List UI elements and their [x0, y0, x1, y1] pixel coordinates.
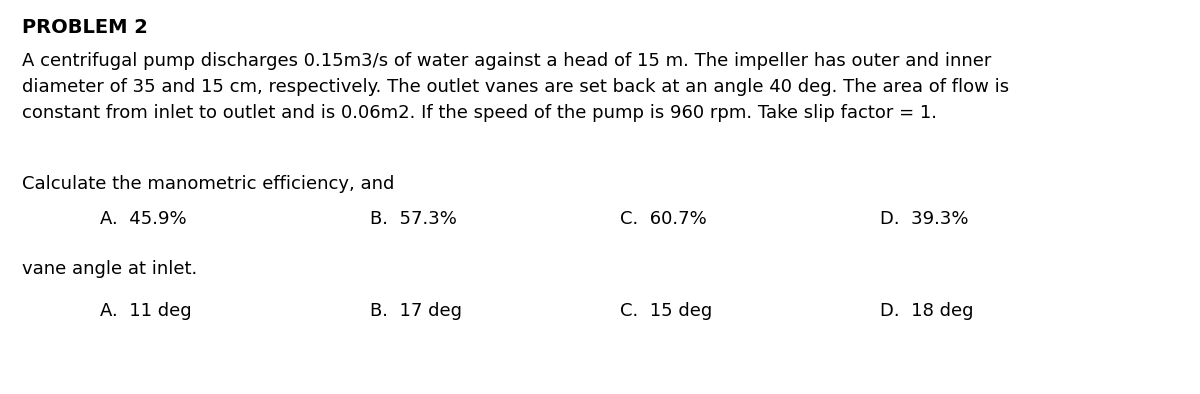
Text: B.  57.3%: B. 57.3%	[370, 210, 457, 228]
Text: D.  39.3%: D. 39.3%	[880, 210, 968, 228]
Text: C.  60.7%: C. 60.7%	[620, 210, 707, 228]
Text: A.  45.9%: A. 45.9%	[100, 210, 187, 228]
Text: Calculate the manometric efficiency, and: Calculate the manometric efficiency, and	[22, 175, 395, 193]
Text: C.  15 deg: C. 15 deg	[620, 302, 713, 320]
Text: constant from inlet to outlet and is 0.06m2. If the speed of the pump is 960 rpm: constant from inlet to outlet and is 0.0…	[22, 104, 937, 122]
Text: diameter of 35 and 15 cm, respectively. The outlet vanes are set back at an angl: diameter of 35 and 15 cm, respectively. …	[22, 78, 1009, 96]
Text: D.  18 deg: D. 18 deg	[880, 302, 973, 320]
Text: B.  17 deg: B. 17 deg	[370, 302, 462, 320]
Text: PROBLEM 2: PROBLEM 2	[22, 18, 148, 37]
Text: A.  11 deg: A. 11 deg	[100, 302, 192, 320]
Text: A centrifugal pump discharges 0.15m3/s of water against a head of 15 m. The impe: A centrifugal pump discharges 0.15m3/s o…	[22, 52, 991, 70]
Text: vane angle at inlet.: vane angle at inlet.	[22, 260, 197, 278]
